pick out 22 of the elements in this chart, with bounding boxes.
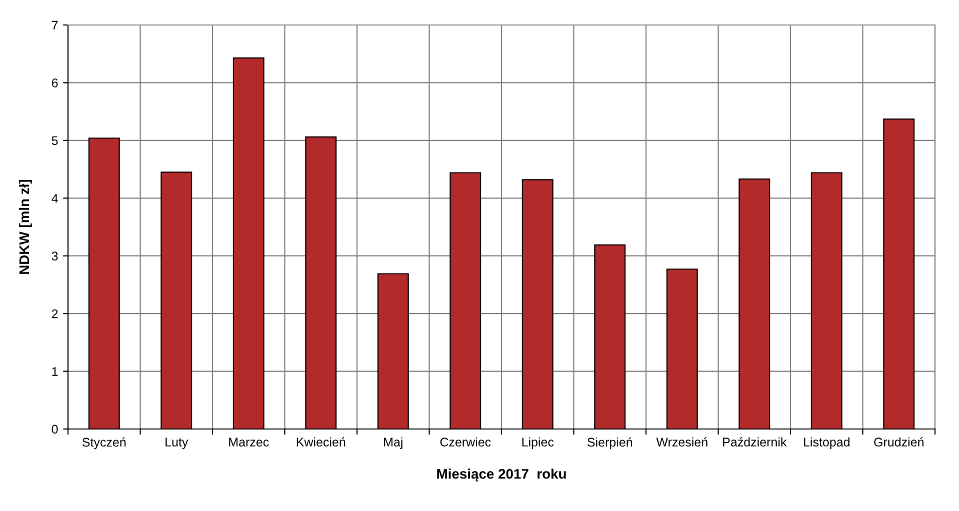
x-tick-label: Styczeń (82, 437, 126, 450)
y-tick-label: 2 (52, 309, 58, 318)
y-tick-label: 0 (52, 424, 58, 434)
y-tick-label: 5 (52, 136, 58, 146)
y-tick-label: 7 (52, 20, 58, 30)
x-axis-title: Miesiące 2017 roku (437, 468, 566, 482)
x-tick-label: Listopad (804, 437, 850, 449)
x-tick-label: Październik (723, 437, 787, 447)
y-tick-label: 4 (52, 194, 58, 203)
x-tick-label: Czerwiec (440, 437, 491, 447)
x-tick-label: Kwiecień (296, 437, 346, 447)
y-tick-label: 6 (52, 78, 58, 88)
y-tick-label: 1 (52, 367, 58, 376)
x-tick-label: Lipiec (522, 437, 554, 449)
x-tick-label: Sierpień (588, 437, 632, 450)
x-tick-label: Maj (384, 437, 402, 449)
x-tick-label: Luty (166, 438, 188, 449)
x-tick-label: Wrzesień (656, 437, 708, 447)
x-tick-label: Marzec (229, 438, 269, 447)
y-tick-label: 3 (52, 252, 58, 261)
y-axis-title: NDKW [mln zł] (18, 180, 32, 274)
x-tick-label: Grudzień (874, 437, 924, 447)
